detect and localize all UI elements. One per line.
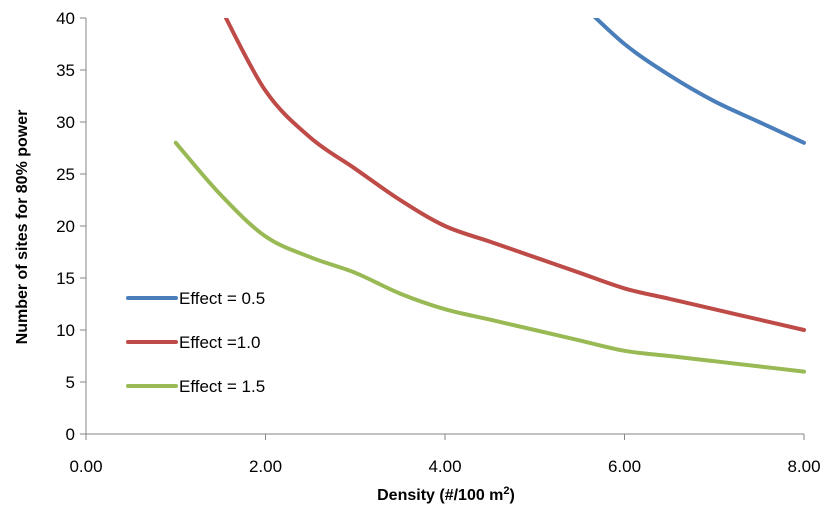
y-tick-label: 30 [56,113,75,132]
y-tick-label: 35 [56,61,75,80]
y-tick-label: 10 [56,321,75,340]
series-line-3 [173,140,806,374]
legend: Effect = 0.5 Effect =1.0 Effect = 1.5 [126,289,265,396]
legend-label-3: Effect = 1.5 [179,377,265,396]
x-axis-title-superscript: 2 [503,485,509,497]
x-tick-label: 2.00 [249,457,282,476]
legend-label-1: Effect = 0.5 [179,289,265,308]
y-tick-label: 20 [56,217,75,236]
x-tick-label: 6.00 [608,457,641,476]
y-axis-title: Number of sites for 80% power [14,110,31,345]
legend-label-2: Effect =1.0 [179,333,260,352]
x-tick-label: 8.00 [787,457,820,476]
y-tick-label: 15 [56,269,75,288]
y-tick-label: 25 [56,165,75,184]
series-line-2 [223,18,806,332]
x-tick-label: 4.00 [428,457,461,476]
x-axis-title-tail: ) [510,487,515,504]
x-axis-title: Density (#/100 m2) [377,485,515,504]
series-line-1 [592,18,806,145]
series-layer [173,18,806,374]
x-tick-label: 0.00 [69,457,102,476]
plot-area: 0 5 10 15 20 25 30 35 40 0.00 2.00 4.00 6.00 8.00 [56,9,820,476]
y-tick-label: 5 [66,373,75,392]
y-tick-label: 40 [56,9,75,28]
x-axis-title-main: Density (#/100 m [377,487,503,504]
y-tick-label: 0 [66,425,75,444]
